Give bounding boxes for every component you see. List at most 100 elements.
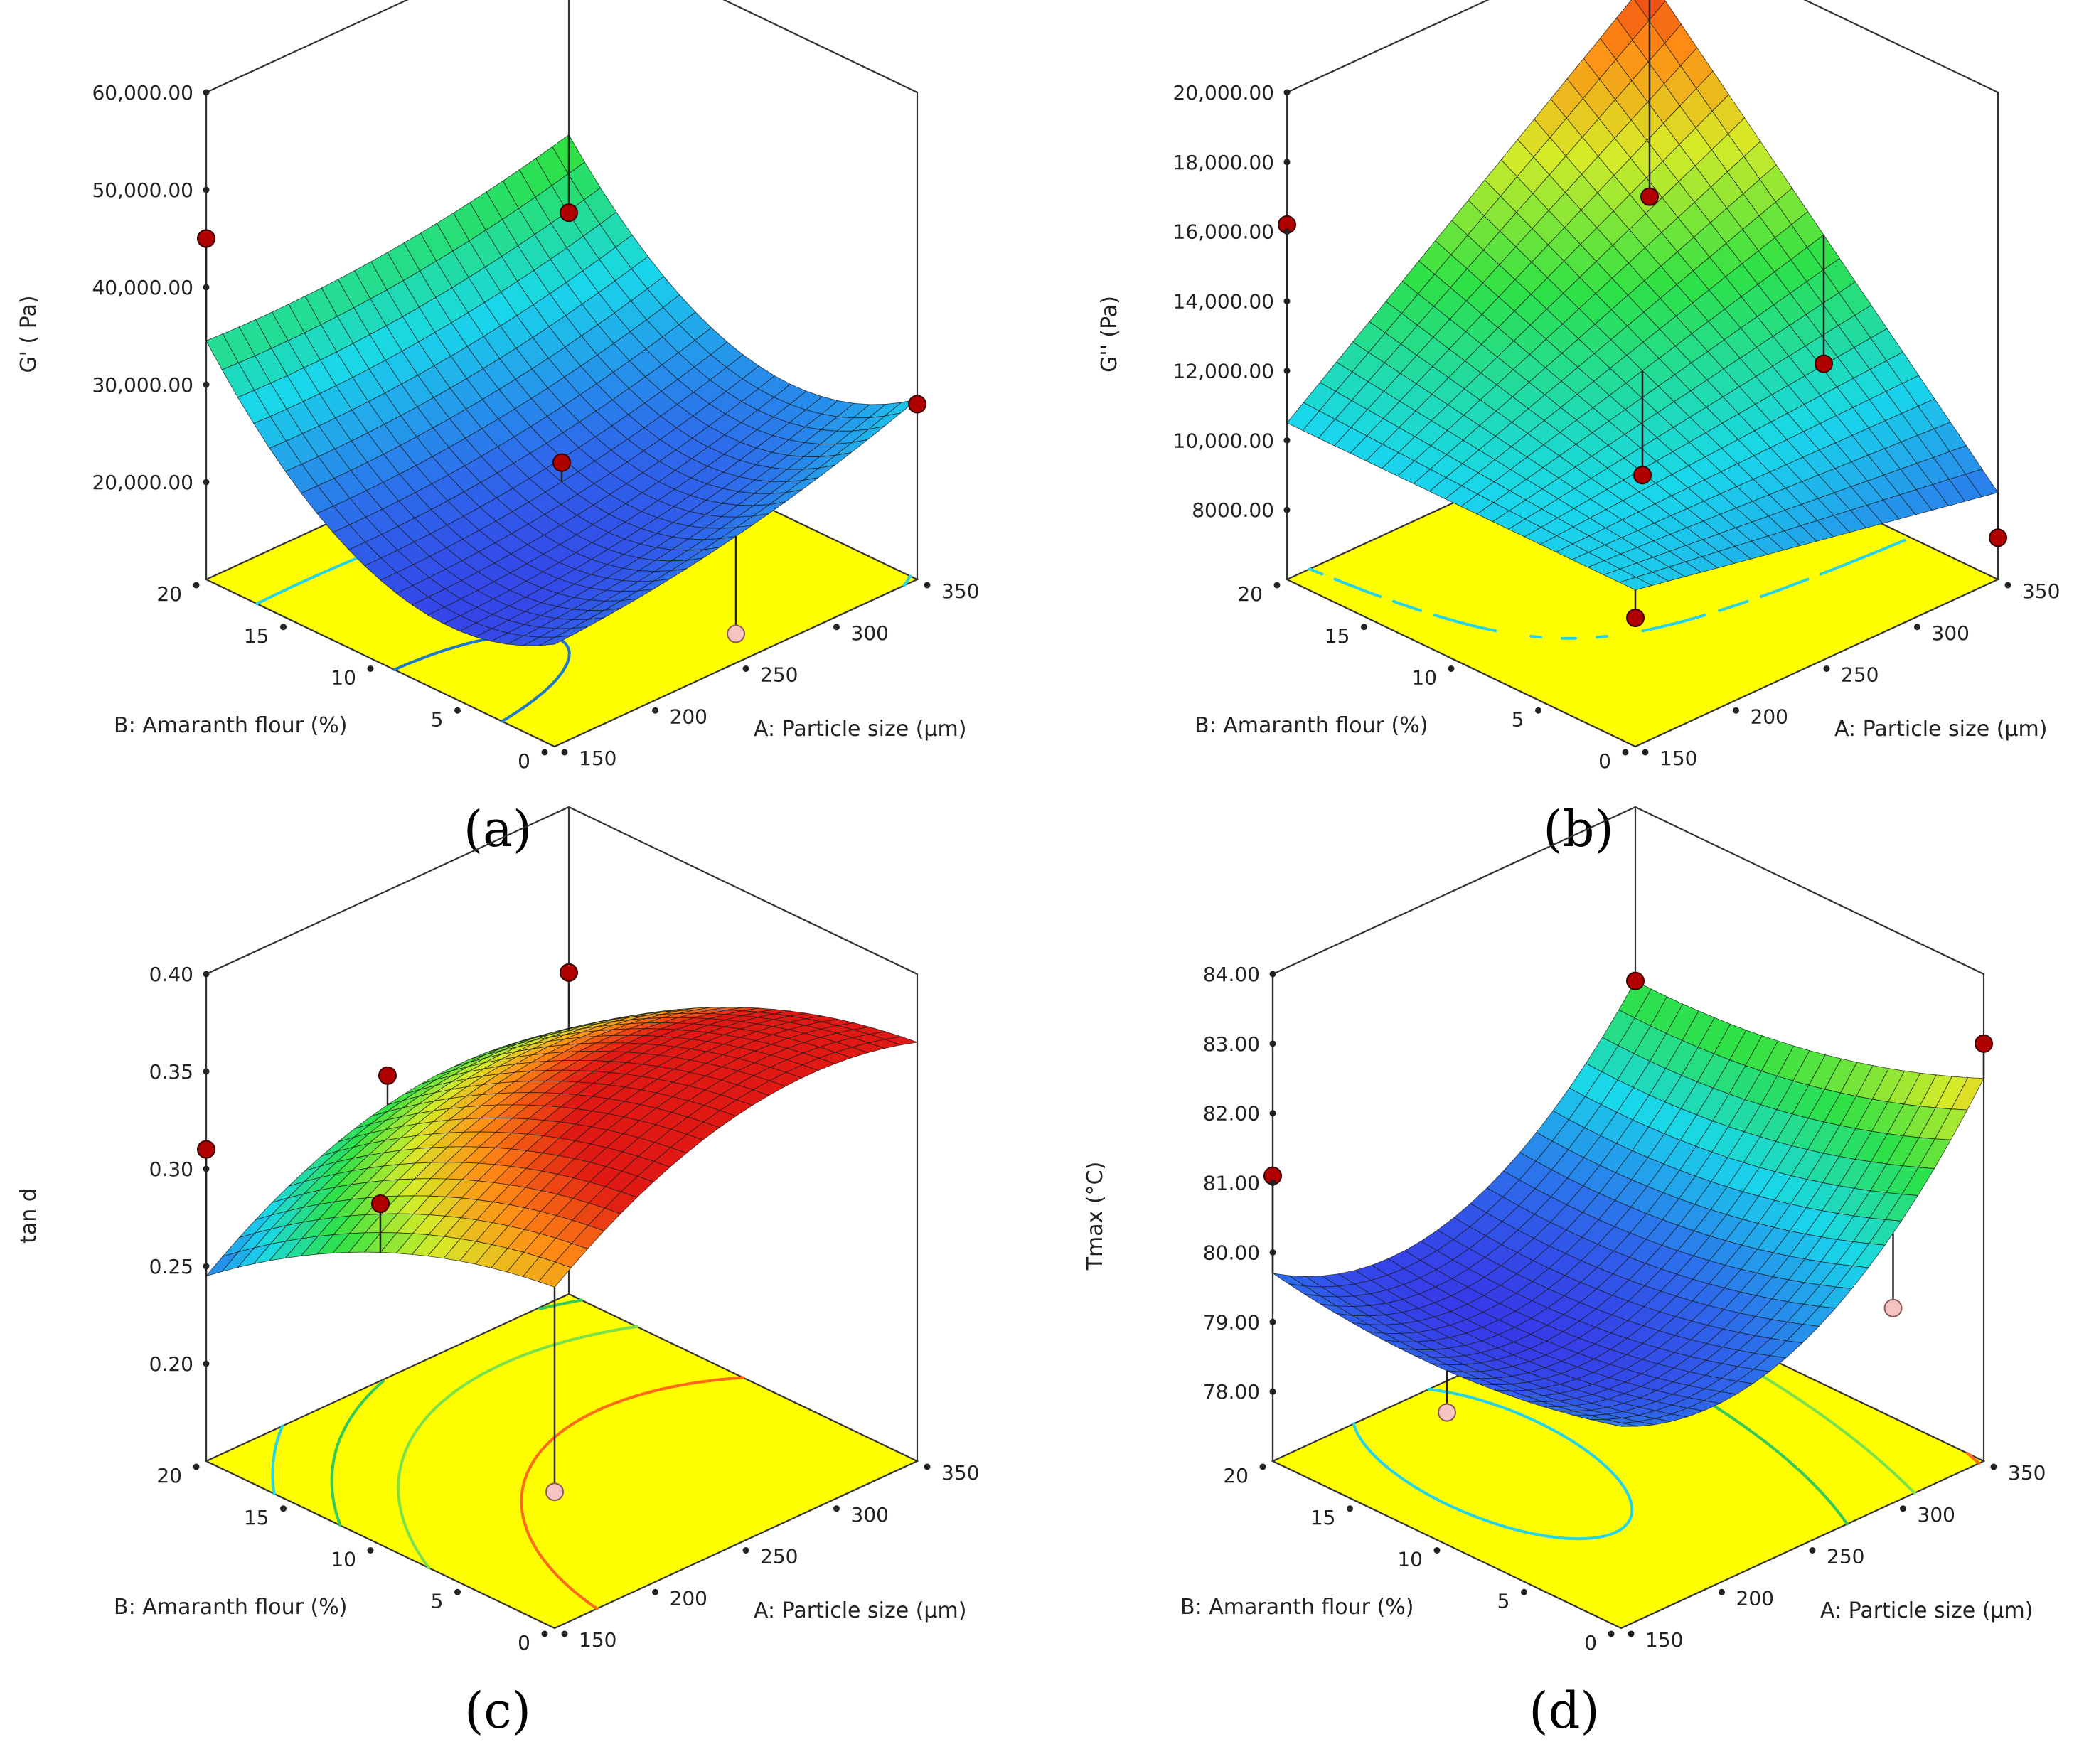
design-point-marker — [371, 1194, 390, 1213]
z-axis-label: G' ( Pa) — [16, 295, 41, 373]
z-tick-label: 81.00 — [1203, 1172, 1260, 1195]
design-point-marker — [727, 624, 745, 643]
x-tick-mark — [561, 749, 568, 756]
x-tick-mark — [924, 1463, 931, 1470]
x-tick-label: 300 — [1918, 1503, 1955, 1527]
z-tick-mark — [203, 1263, 210, 1270]
x-tick-mark — [652, 707, 658, 714]
surface-cell — [538, 635, 572, 646]
z-tick-mark — [203, 971, 210, 978]
y-tick-label: 0 — [518, 749, 530, 773]
y-tick-label: 5 — [1497, 1589, 1510, 1613]
panel-label: (d) — [1529, 1682, 1599, 1740]
x-tick-label: 200 — [670, 1586, 707, 1610]
y-tick-mark — [541, 749, 548, 756]
panel-label: (c) — [464, 1682, 531, 1740]
surface-cell — [1618, 577, 1653, 591]
design-point-marker — [197, 1140, 215, 1159]
y-tick-mark — [1347, 1505, 1353, 1512]
y-tick-mark — [1433, 1547, 1441, 1554]
z-tick-label: 40,000.00 — [92, 276, 193, 299]
z-tick-label: 0.35 — [149, 1060, 193, 1084]
x-tick-mark — [652, 1588, 658, 1595]
y-tick-mark — [1622, 749, 1629, 756]
z-tick-mark — [203, 479, 210, 486]
y-tick-mark — [193, 1463, 200, 1470]
x-axis-label: A: Particle size (μm) — [754, 1598, 966, 1623]
z-tick-mark — [1283, 506, 1291, 513]
y-tick-label: 10 — [331, 666, 356, 690]
y-tick-mark — [1521, 1588, 1527, 1595]
x-tick-label: 350 — [2008, 1461, 2046, 1485]
z-tick-label: 50,000.00 — [92, 178, 193, 202]
x-tick-mark — [1914, 624, 1920, 631]
x-tick-mark — [742, 665, 749, 672]
x-tick-mark — [1719, 1588, 1725, 1595]
y-tick-mark — [367, 1547, 374, 1554]
contour-line-3 — [1966, 1452, 1981, 1465]
response-surface — [205, 134, 918, 646]
y-axis-label: B: Amaranth flour (%) — [114, 1595, 347, 1620]
y-tick-mark — [1535, 707, 1541, 714]
x-tick-mark — [924, 582, 931, 589]
z-tick-mark — [1269, 1110, 1276, 1117]
y-axis-label: B: Amaranth flour (%) — [114, 713, 347, 738]
y-tick-mark — [367, 665, 374, 672]
y-tick-mark — [1608, 1630, 1615, 1637]
design-point-marker — [1626, 608, 1645, 627]
y-tick-label: 15 — [1310, 1506, 1336, 1529]
design-point-marker — [1883, 1298, 1903, 1317]
z-tick-mark — [203, 381, 210, 388]
z-tick-mark — [203, 1360, 210, 1367]
y-tick-label: 15 — [1325, 624, 1350, 648]
z-tick-mark — [1269, 1040, 1276, 1047]
y-tick-mark — [1259, 1463, 1266, 1470]
x-tick-label: 150 — [1645, 1628, 1683, 1652]
z-tick-label: 60,000.00 — [92, 81, 193, 105]
z-tick-mark — [203, 1165, 210, 1172]
z-tick-mark — [1269, 1249, 1276, 1256]
x-tick-label: 150 — [579, 1628, 616, 1652]
x-axis-label: A: Particle size (μm) — [1820, 1598, 2033, 1623]
y-tick-label: 0 — [1584, 1631, 1597, 1655]
design-point-marker — [1815, 354, 1833, 373]
design-point-marker — [1640, 187, 1659, 206]
design-point-marker — [1975, 1034, 1993, 1053]
panel-b: 8000.00 10,000.00 12,000.00 14,000.00 16,000… — [1097, 0, 2060, 858]
y-tick-label: 20 — [156, 1464, 182, 1487]
z-tick-mark — [1283, 159, 1291, 166]
x-tick-label: 300 — [851, 1503, 889, 1527]
x-tick-label: 250 — [1827, 1545, 1864, 1568]
z-tick-label: 82.00 — [1203, 1102, 1260, 1126]
z-tick-label: 0.40 — [149, 963, 193, 986]
x-axis-label: A: Particle size (μm) — [754, 717, 966, 742]
z-tick-label: 78.00 — [1203, 1380, 1260, 1404]
y-tick-mark — [541, 1630, 548, 1637]
x-tick-label: 350 — [2022, 579, 2060, 603]
z-tick-mark — [1283, 298, 1291, 305]
z-tick-label: 84.00 — [1203, 963, 1260, 986]
z-tick-mark — [203, 284, 210, 291]
y-tick-label: 5 — [431, 707, 444, 731]
y-tick-mark — [454, 707, 461, 714]
design-point-marker — [1633, 466, 1652, 485]
y-tick-mark — [1273, 582, 1281, 589]
x-axis-label: A: Particle size (μm) — [1834, 717, 2047, 742]
x-tick-mark — [1733, 707, 1739, 714]
response-surface — [1272, 980, 1984, 1427]
design-point-marker — [1989, 528, 2007, 547]
y-tick-label: 15 — [244, 1506, 269, 1529]
z-tick-mark — [1283, 89, 1291, 96]
design-point-marker — [197, 229, 215, 248]
y-tick-label: 10 — [1411, 666, 1437, 690]
z-axis-label: Tmax (°C) — [1083, 1162, 1108, 1271]
contour-line-3 — [520, 1376, 744, 1610]
y-tick-mark — [193, 582, 200, 589]
y-tick-mark — [454, 1588, 461, 1595]
z-tick-mark — [1269, 1318, 1276, 1325]
y-tick-mark — [1448, 665, 1455, 672]
y-tick-label: 10 — [331, 1548, 356, 1571]
y-tick-label: 0 — [518, 1631, 530, 1655]
y-tick-label: 5 — [1512, 707, 1524, 731]
x-tick-mark — [742, 1547, 749, 1554]
